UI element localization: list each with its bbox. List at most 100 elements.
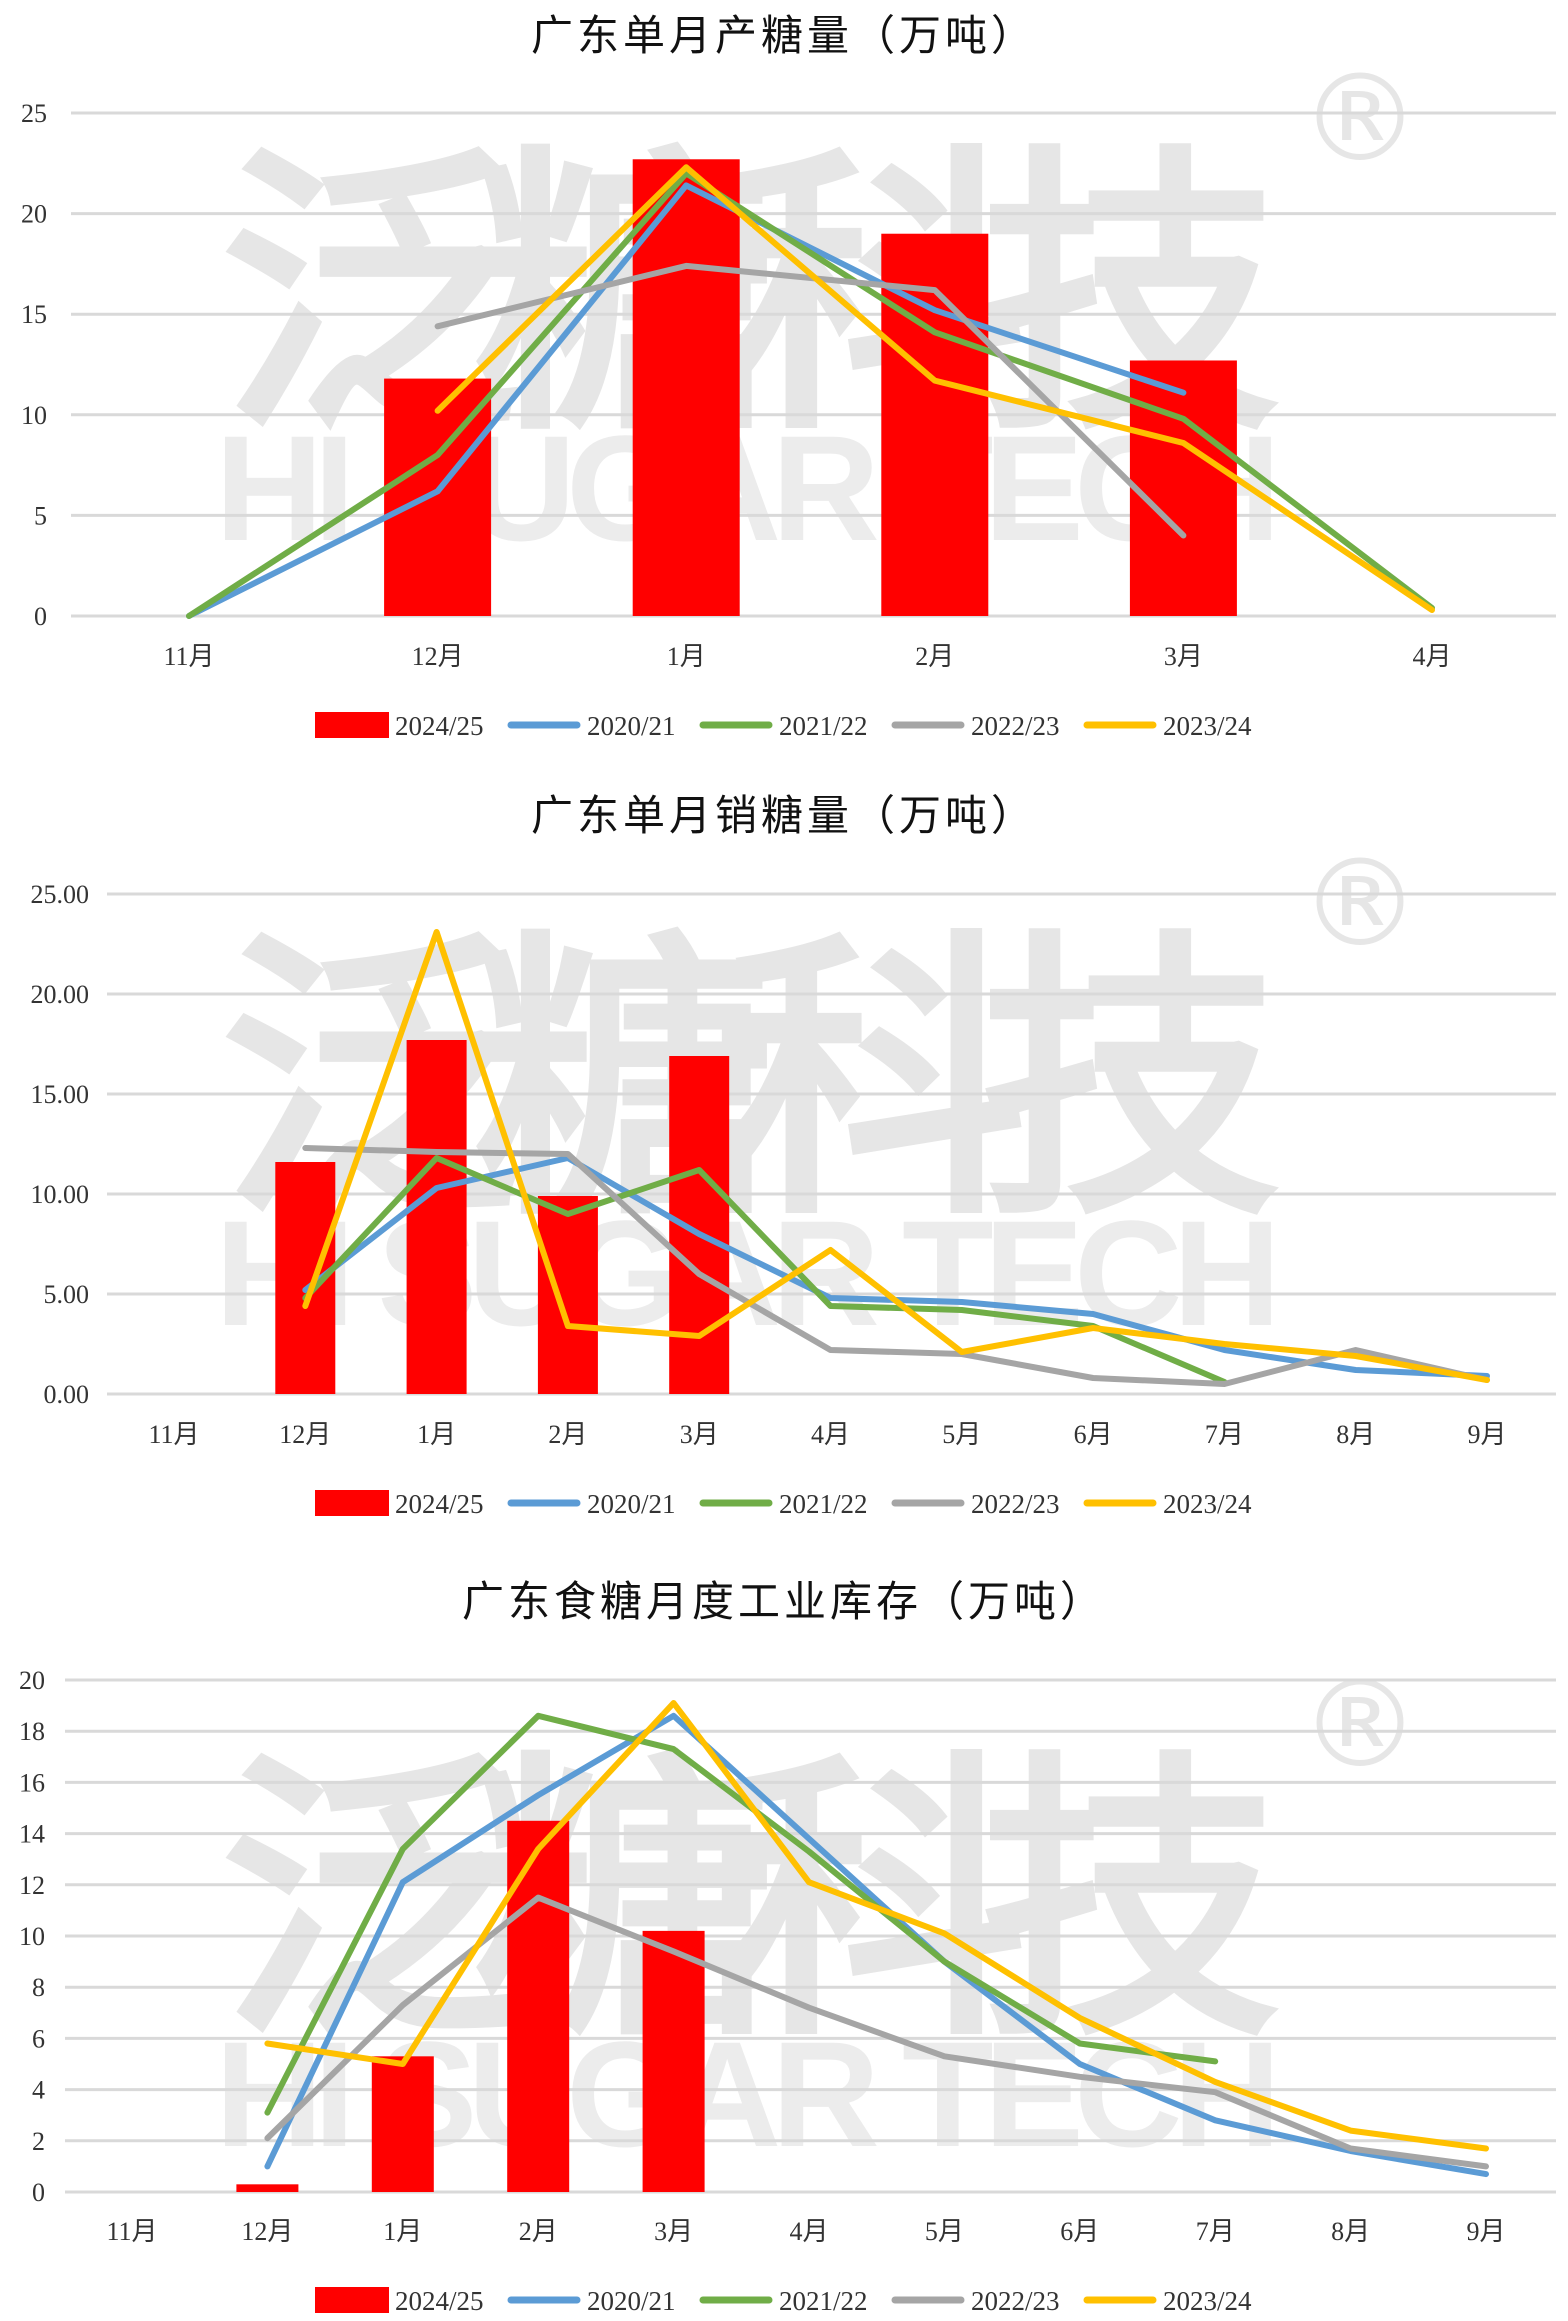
line-series-2023-24 (302, 929, 1490, 1383)
bar-2024-25 (881, 233, 989, 616)
y-tick-label: 18 (19, 1717, 45, 1746)
x-tick-label: 11月 (163, 642, 214, 671)
x-tick-label: 6月 (1060, 2217, 1099, 2246)
line-series-2021-22 (186, 170, 1435, 619)
x-tick-label: 2月 (915, 642, 954, 671)
legend-swatch-bar (315, 1490, 389, 1516)
legend-label: 2022/23 (971, 1489, 1060, 1519)
x-tick-label: 3月 (680, 1420, 719, 1449)
line-series-2020-21 (186, 182, 1187, 619)
y-tick-label: 8 (32, 1973, 45, 2002)
legend-label: 2020/21 (587, 1489, 676, 1519)
legend-label: 2023/24 (1163, 2286, 1252, 2316)
watermark-registered: ® (1300, 50, 1420, 189)
y-tick-label: 2 (32, 2127, 45, 2156)
legend-swatch-bar (315, 712, 389, 738)
bar-2024-25 (507, 1820, 570, 2192)
bar-2024-25 (642, 1930, 705, 2192)
line-series-2020-21 (264, 1712, 1489, 2178)
y-tick-label: 12 (19, 1871, 45, 1900)
y-tick-label: 10.00 (31, 1180, 90, 1209)
y-tick-label: 25.00 (31, 880, 90, 909)
legend: 2024/25 2020/21 2021/22 2022/23 2023/24 (315, 1489, 1252, 1519)
x-tick-label: 12月 (412, 642, 464, 671)
legend-label: 2024/25 (395, 1489, 484, 1519)
x-tick-label: 9月 (1467, 1420, 1506, 1449)
x-tick-label: 5月 (925, 2217, 964, 2246)
chart-title: 广东食糖月度工业库存（万吨） (462, 1577, 1106, 1626)
line-series-2023-24 (264, 1700, 1489, 2152)
x-tick-label: 7月 (1205, 1420, 1244, 1449)
x-tick-label: 2月 (548, 1420, 587, 1449)
y-tick-label: 20 (21, 200, 47, 229)
y-tick-label: 16 (19, 1768, 45, 1797)
x-tick-label: 6月 (1074, 1420, 1113, 1449)
watermark-registered: ® (1300, 1656, 1420, 1795)
y-tick-label: 20 (19, 1666, 45, 1695)
legend-label: 2024/25 (395, 711, 484, 741)
y-tick-label: 20.00 (31, 980, 90, 1009)
y-tick-label: 10 (19, 1922, 45, 1951)
y-tick-label: 15 (21, 300, 47, 329)
y-tick-label: 15.00 (31, 1080, 90, 1109)
x-tick-label: 8月 (1336, 1420, 1375, 1449)
bar-2024-25 (371, 2056, 434, 2192)
y-tick-label: 0 (34, 602, 47, 631)
y-tick-label: 4 (32, 2076, 45, 2105)
legend-label: 2020/21 (587, 2286, 676, 2316)
y-tick-label: 10 (21, 401, 47, 430)
x-tick-label: 7月 (1196, 2217, 1235, 2246)
x-tick-label: 11月 (106, 2217, 157, 2246)
x-tick-label: 3月 (654, 2217, 693, 2246)
x-tick-label: 9月 (1466, 2217, 1505, 2246)
y-tick-label: 0 (32, 2178, 45, 2207)
bar-2024-25 (236, 2184, 299, 2192)
x-tick-label: 5月 (942, 1420, 981, 1449)
x-tick-label: 12月 (279, 1420, 331, 1449)
chart-title: 广东单月产糖量（万吨） (531, 11, 1037, 60)
y-tick-label: 14 (19, 1820, 45, 1849)
line-series-2022-23 (302, 1145, 1490, 1387)
bar-2024-25 (406, 1040, 467, 1394)
legend-label: 2020/21 (587, 711, 676, 741)
legend-label: 2024/25 (395, 2286, 484, 2316)
y-tick-label: 5 (34, 501, 47, 530)
legend-label: 2021/22 (779, 711, 868, 741)
legend-label: 2022/23 (971, 2286, 1060, 2316)
x-tick-label: 4月 (811, 1420, 850, 1449)
watermark-registered: ® (1300, 835, 1420, 974)
x-tick-label: 1月 (383, 2217, 422, 2246)
legend-label: 2023/24 (1163, 1489, 1252, 1519)
x-tick-label: 11月 (148, 1420, 199, 1449)
x-tick-label: 8月 (1331, 2217, 1370, 2246)
legend-label: 2021/22 (779, 1489, 868, 1519)
x-tick-label: 2月 (519, 2217, 558, 2246)
legend: 2024/25 2020/21 2021/22 2022/23 2023/24 (315, 2286, 1252, 2316)
line-series-2023-24 (434, 164, 1435, 613)
legend-label: 2022/23 (971, 711, 1060, 741)
y-tick-label: 25 (21, 99, 47, 128)
chart-title: 广东单月销糖量（万吨） (531, 791, 1037, 840)
x-tick-label: 1月 (667, 642, 706, 671)
x-tick-label: 3月 (1164, 642, 1203, 671)
x-tick-label: 1月 (417, 1420, 456, 1449)
bar-2024-25 (632, 159, 740, 616)
legend: 2024/25 2020/21 2021/22 2022/23 2023/24 (315, 711, 1252, 741)
legend-swatch-bar (315, 2287, 389, 2313)
y-tick-label: 6 (32, 2024, 45, 2053)
legend-label: 2023/24 (1163, 711, 1252, 741)
x-tick-label: 4月 (789, 2217, 828, 2246)
line-series-2021-22 (264, 1712, 1219, 2116)
line-series-2021-22 (302, 1155, 1228, 1385)
y-tick-label: 5.00 (44, 1280, 90, 1309)
bar-2024-25 (537, 1196, 598, 1394)
y-tick-label: 0.00 (44, 1380, 90, 1409)
legend-label: 2021/22 (779, 2286, 868, 2316)
x-tick-label: 4月 (1412, 642, 1451, 671)
bar-2024-25 (1129, 360, 1237, 616)
